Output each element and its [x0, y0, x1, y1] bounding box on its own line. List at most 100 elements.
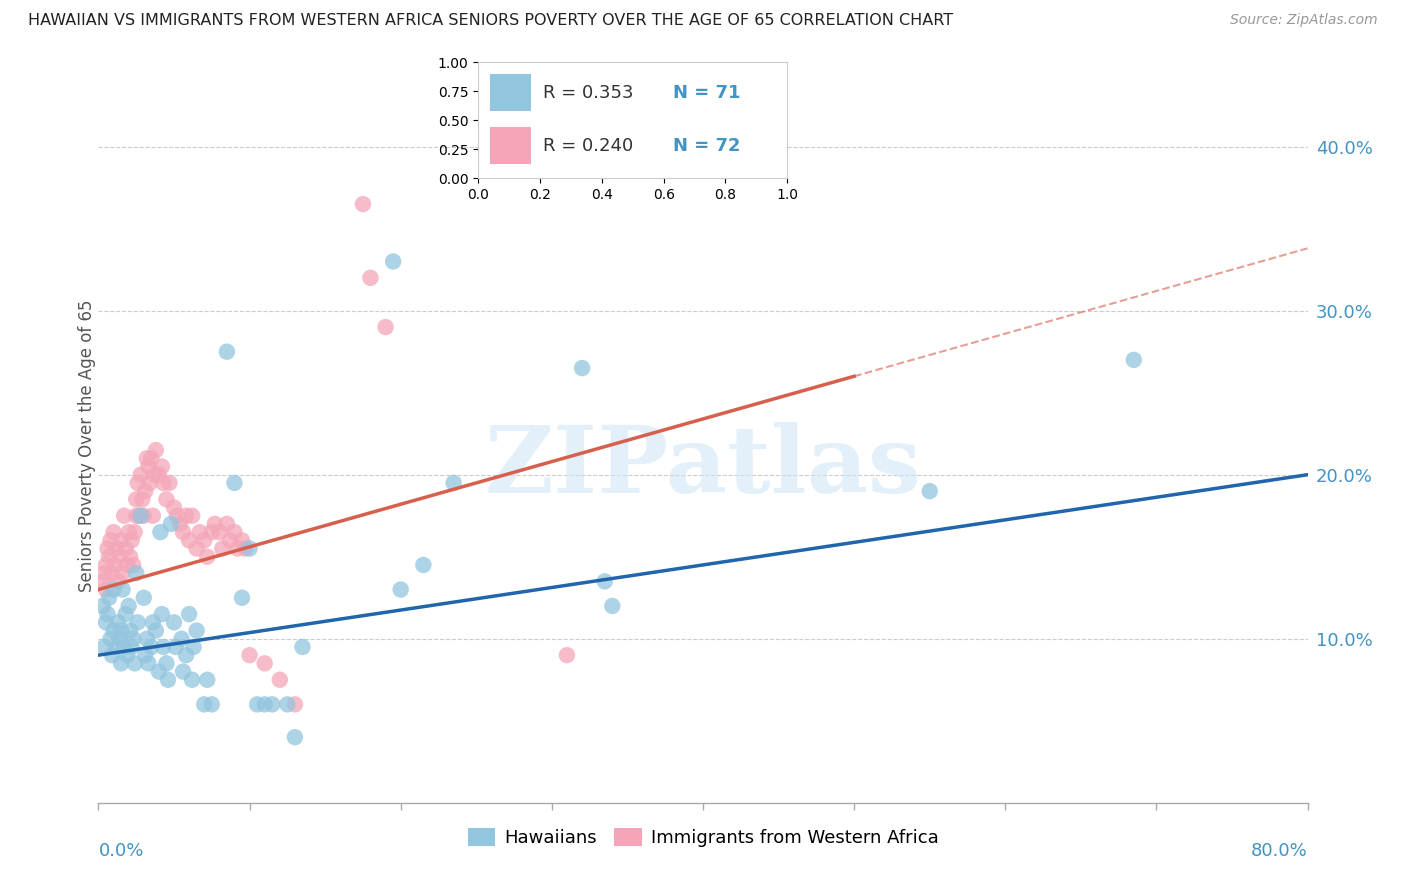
Point [163, 500, 186, 515]
Point [155, 492, 177, 507]
Point [107, 574, 129, 589]
Point [593, 574, 616, 589]
Point [149, 525, 172, 540]
Point [352, 197, 374, 211]
Point [918, 484, 941, 499]
Point [253, 698, 276, 712]
Point [211, 541, 233, 556]
Point [96, 541, 118, 556]
Point [174, 648, 197, 662]
Point [226, 541, 249, 556]
Point [262, 698, 284, 712]
Point [135, 451, 157, 466]
Point [412, 558, 434, 572]
Point [284, 730, 307, 744]
Point [186, 541, 208, 556]
Point [91, 599, 114, 613]
Point [170, 632, 193, 646]
Point [121, 640, 143, 654]
Point [246, 698, 269, 712]
Point [152, 475, 174, 490]
Point [129, 508, 152, 523]
Point [100, 533, 122, 548]
Point [179, 533, 201, 548]
Point [172, 525, 194, 540]
Point [125, 566, 148, 581]
Point [101, 566, 124, 581]
Point [181, 508, 204, 523]
Point [150, 607, 173, 622]
Text: ZIPatlas: ZIPatlas [485, 423, 921, 512]
Point [155, 657, 177, 671]
Point [148, 665, 170, 679]
Point [165, 640, 187, 654]
Point [98, 549, 121, 564]
Point [91, 574, 114, 589]
Point [253, 657, 276, 671]
Point [127, 475, 149, 490]
Point [103, 525, 125, 540]
Point [291, 640, 314, 654]
Point [115, 648, 138, 662]
Text: N = 71: N = 71 [673, 84, 741, 102]
Point [156, 673, 179, 687]
Point [166, 508, 188, 523]
Point [374, 320, 396, 334]
Point [555, 648, 578, 662]
Point [215, 516, 238, 531]
Point [201, 525, 224, 540]
Point [193, 698, 215, 712]
Point [127, 615, 149, 630]
Point [224, 525, 246, 540]
Text: N = 72: N = 72 [673, 137, 741, 155]
Point [103, 624, 125, 638]
Point [132, 508, 155, 523]
Point [98, 591, 121, 605]
Point [110, 657, 132, 671]
Point [96, 607, 118, 622]
Point [134, 484, 156, 499]
Point [142, 508, 165, 523]
Point [124, 657, 146, 671]
Text: 80.0%: 80.0% [1251, 842, 1308, 860]
Point [93, 566, 115, 581]
Point [120, 624, 142, 638]
Point [110, 624, 132, 638]
Point [114, 541, 136, 556]
Point [269, 673, 291, 687]
Point [124, 525, 146, 540]
Point [193, 533, 215, 548]
Text: 0.0%: 0.0% [98, 842, 143, 860]
Point [125, 492, 148, 507]
Point [121, 533, 143, 548]
Point [1122, 352, 1144, 367]
Point [122, 632, 145, 646]
Point [118, 525, 141, 540]
Point [571, 361, 593, 376]
Point [186, 624, 208, 638]
Point [112, 640, 135, 654]
Point [108, 549, 131, 564]
Point [114, 607, 136, 622]
Point [159, 475, 181, 490]
Point [231, 533, 253, 548]
Point [233, 541, 256, 556]
Point [131, 492, 153, 507]
Point [105, 640, 128, 654]
Point [142, 615, 165, 630]
Point [179, 607, 201, 622]
Point [172, 665, 194, 679]
Point [135, 632, 157, 646]
Point [136, 657, 159, 671]
Point [145, 443, 167, 458]
Point [239, 541, 262, 556]
Text: R = 0.240: R = 0.240 [543, 137, 633, 155]
Point [231, 591, 253, 605]
Point [602, 599, 624, 613]
FancyBboxPatch shape [491, 128, 530, 164]
Point [110, 533, 132, 548]
Point [284, 698, 307, 712]
Point [276, 698, 298, 712]
Point [115, 558, 138, 572]
Point [132, 591, 155, 605]
